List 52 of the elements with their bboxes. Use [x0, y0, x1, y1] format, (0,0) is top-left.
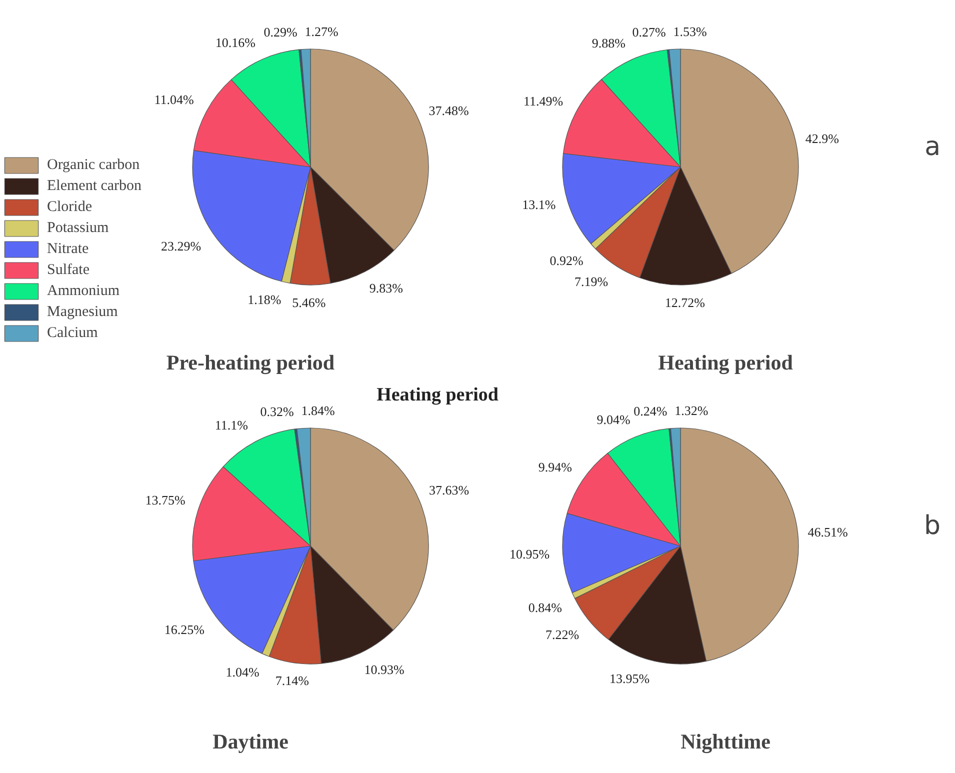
data-label: 9.88%: [592, 35, 626, 50]
data-label: 7.14%: [275, 672, 310, 688]
data-label: 11.1%: [214, 418, 248, 433]
data-label: 37.48%: [428, 102, 469, 118]
text: b: [924, 511, 941, 541]
data-label: 13.95%: [610, 670, 650, 686]
data-label: 0.92%: [550, 253, 584, 268]
text: Heating period: [376, 384, 499, 406]
data-label: 42.9%: [805, 131, 840, 146]
data-label: 16.25%: [164, 622, 205, 638]
data-label: 12.72%: [664, 294, 706, 310]
data-label: 0.32%: [260, 404, 294, 420]
data-label: 1.18%: [248, 292, 282, 308]
data-label: 11.04%: [154, 92, 194, 108]
legend-label: Organic carbon: [47, 156, 140, 174]
legend-label: Magnesium: [47, 302, 118, 322]
legend-label: Element carbon: [47, 176, 142, 196]
data-label: 13.1%: [522, 196, 556, 212]
text: Pre-heating period: [166, 350, 335, 374]
data-label: 46.51%: [808, 524, 848, 540]
data-label: 0.27%: [632, 24, 666, 40]
data-label: 7.19%: [574, 274, 608, 290]
text: a: [924, 132, 941, 162]
data-label: 1.53%: [673, 24, 707, 40]
data-label: 1.04%: [226, 664, 260, 680]
data-label: 1.27%: [304, 24, 339, 40]
legend-label: Ammonium: [47, 282, 120, 300]
data-label: 10.16%: [215, 34, 256, 50]
legend-label: Calcium: [47, 324, 98, 342]
data-label: 0.24%: [634, 404, 668, 419]
legend-label: Cloride: [47, 198, 92, 216]
data-label: 9.04%: [596, 412, 631, 428]
data-label: 7.22%: [546, 627, 580, 642]
data-label: 13.75%: [145, 492, 186, 508]
data-label: 1.84%: [301, 403, 336, 418]
data-label: 1.32%: [674, 403, 708, 418]
data-label: 10.93%: [364, 662, 405, 678]
data-label: 5.46%: [292, 295, 326, 310]
data-label: 0.84%: [528, 600, 562, 615]
data-label: 23.29%: [161, 238, 202, 254]
legend-label: Potassium: [47, 218, 109, 238]
text: Nighttime: [680, 730, 770, 754]
legend-label: Nitrate: [47, 240, 89, 258]
data-label: 9.83%: [369, 280, 404, 296]
data-label: 10.95%: [510, 546, 550, 562]
data-label: 0.29%: [264, 24, 298, 40]
data-label: 9.94%: [538, 460, 572, 475]
text: Daytime: [212, 730, 288, 754]
text: Heating period: [658, 350, 794, 374]
data-label: 11.49%: [524, 93, 564, 108]
legend-label: Sulfate: [47, 260, 90, 280]
data-label: 37.63%: [428, 482, 470, 498]
